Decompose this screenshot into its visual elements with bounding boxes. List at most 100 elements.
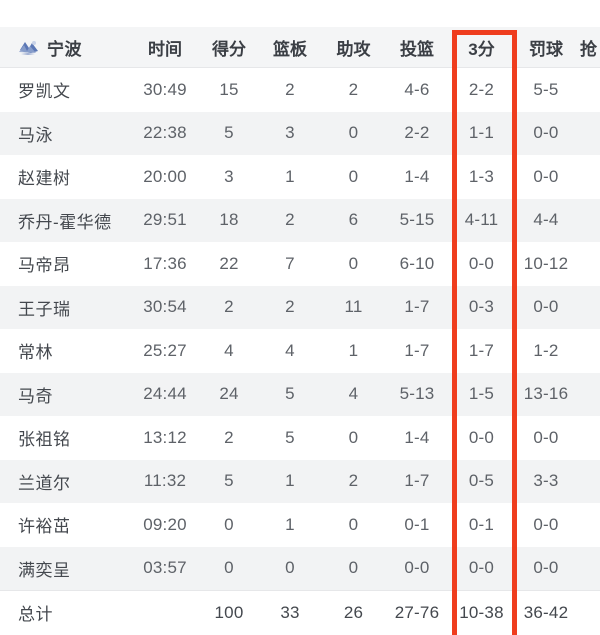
stat-rebounds: 1 <box>258 459 322 503</box>
stat-steals <box>578 285 600 329</box>
table-row[interactable]: 许裕茁 09:20 0 1 0 0-1 0-1 0-0 <box>0 503 600 547</box>
stat-fieldgoals: 1-7 <box>385 285 449 329</box>
stat-rebounds: 5 <box>258 416 322 460</box>
stat-assists: 2 <box>322 459 385 503</box>
stat-assists: 6 <box>322 198 385 242</box>
stat-minutes: 30:49 <box>130 67 200 112</box>
player-stats-table: 宁波 时间 得分 篮板 助攻 投篮 3分 罚球 抢 罗凯文 30:49 <box>0 27 600 635</box>
table-row[interactable]: 王子瑞 30:54 2 2 11 1-7 0-3 0-0 <box>0 285 600 329</box>
stat-steals <box>578 372 600 416</box>
player-name: 许裕茁 <box>0 503 130 547</box>
stat-threepointers: 0-0 <box>449 416 514 460</box>
stat-fieldgoals: 1-7 <box>385 459 449 503</box>
stat-freethrows: 13-16 <box>514 372 578 416</box>
table-row[interactable]: 马奇 24:44 24 5 4 5-13 1-5 13-16 <box>0 372 600 416</box>
stat-minutes: 20:00 <box>130 155 200 199</box>
stat-points: 2 <box>200 416 258 460</box>
stat-assists: 2 <box>322 67 385 112</box>
stat-steals <box>578 111 600 155</box>
column-header-team[interactable]: 宁波 <box>0 27 130 68</box>
stat-rebounds: 1 <box>258 155 322 199</box>
player-name: 马奇 <box>0 372 130 416</box>
table-row[interactable]: 常林 25:27 4 4 1 1-7 1-7 1-2 <box>0 329 600 373</box>
total-minutes <box>130 590 200 635</box>
stat-freethrows: 0-0 <box>514 155 578 199</box>
stat-points: 4 <box>200 329 258 373</box>
stat-steals <box>578 242 600 286</box>
totals-row: 总计 100 33 26 27-76 10-38 36-42 <box>0 590 600 635</box>
stat-freethrows: 4-4 <box>514 198 578 242</box>
column-header-minutes[interactable]: 时间 <box>130 27 200 68</box>
stat-points: 0 <box>200 503 258 547</box>
stat-assists: 0 <box>322 242 385 286</box>
stat-steals <box>578 416 600 460</box>
column-header-points[interactable]: 得分 <box>200 27 258 68</box>
stat-freethrows: 0-0 <box>514 416 578 460</box>
column-header-assists[interactable]: 助攻 <box>322 27 385 68</box>
column-header-steals[interactable]: 抢 <box>578 27 600 68</box>
stat-rebounds: 7 <box>258 242 322 286</box>
table-row[interactable]: 乔丹-霍华德 29:51 18 2 6 5-15 4-11 4-4 <box>0 198 600 242</box>
player-name: 王子瑞 <box>0 285 130 329</box>
stat-assists: 0 <box>322 503 385 547</box>
stat-assists: 0 <box>322 416 385 460</box>
stat-freethrows: 0-0 <box>514 503 578 547</box>
stat-points: 2 <box>200 285 258 329</box>
stat-rebounds: 3 <box>258 111 322 155</box>
column-header-rebounds[interactable]: 篮板 <box>258 27 322 68</box>
stat-fieldgoals: 5-13 <box>385 372 449 416</box>
total-rebounds: 33 <box>258 590 322 635</box>
boxscore-table-container: 宁波 时间 得分 篮板 助攻 投篮 3分 罚球 抢 罗凯文 30:49 <box>0 27 600 635</box>
stat-steals <box>578 459 600 503</box>
stat-rebounds: 2 <box>258 198 322 242</box>
stat-minutes: 11:32 <box>130 459 200 503</box>
stat-rebounds: 2 <box>258 67 322 112</box>
stat-rebounds: 0 <box>258 546 322 591</box>
stat-points: 3 <box>200 155 258 199</box>
column-header-freethrows[interactable]: 罚球 <box>514 27 578 68</box>
stat-threepointers: 1-1 <box>449 111 514 155</box>
column-header-fieldgoals[interactable]: 投篮 <box>385 27 449 68</box>
stat-fieldgoals: 0-1 <box>385 503 449 547</box>
table-row[interactable]: 赵建树 20:00 3 1 0 1-4 1-3 0-0 <box>0 155 600 199</box>
table-row[interactable]: 张祖铭 13:12 2 5 0 1-4 0-0 0-0 <box>0 416 600 460</box>
table-row[interactable]: 马泳 22:38 5 3 0 2-2 1-1 0-0 <box>0 111 600 155</box>
player-name: 满奕呈 <box>0 546 130 591</box>
stat-threepointers: 4-11 <box>449 198 514 242</box>
stat-points: 22 <box>200 242 258 286</box>
header-row: 宁波 时间 得分 篮板 助攻 投篮 3分 罚球 抢 <box>0 27 600 68</box>
stat-threepointers: 1-3 <box>449 155 514 199</box>
player-name: 张祖铭 <box>0 416 130 460</box>
table-body: 罗凯文 30:49 15 2 2 4-6 2-2 5-5 马泳 22:38 5 … <box>0 67 600 635</box>
stat-rebounds: 2 <box>258 285 322 329</box>
stat-minutes: 25:27 <box>130 329 200 373</box>
column-header-threepointers[interactable]: 3分 <box>449 27 514 68</box>
stat-minutes: 24:44 <box>130 372 200 416</box>
stat-points: 5 <box>200 459 258 503</box>
table-row[interactable]: 兰道尔 11:32 5 1 2 1-7 0-5 3-3 <box>0 459 600 503</box>
total-assists: 26 <box>322 590 385 635</box>
stat-minutes: 09:20 <box>130 503 200 547</box>
stat-steals <box>578 546 600 591</box>
player-name: 赵建树 <box>0 155 130 199</box>
stat-fieldgoals: 0-0 <box>385 546 449 591</box>
player-name: 马泳 <box>0 111 130 155</box>
stat-threepointers: 1-5 <box>449 372 514 416</box>
stat-minutes: 29:51 <box>130 198 200 242</box>
stat-threepointers: 0-0 <box>449 546 514 591</box>
stat-steals <box>578 198 600 242</box>
player-name: 马帝昂 <box>0 242 130 286</box>
stat-threepointers: 0-5 <box>449 459 514 503</box>
stat-minutes: 13:12 <box>130 416 200 460</box>
table-header: 宁波 时间 得分 篮板 助攻 投篮 3分 罚球 抢 <box>0 27 600 68</box>
player-name: 兰道尔 <box>0 459 130 503</box>
table-row[interactable]: 满奕呈 03:57 0 0 0 0-0 0-0 0-0 <box>0 546 600 591</box>
top-blank-strip <box>0 0 600 27</box>
table-row[interactable]: 马帝昂 17:36 22 7 0 6-10 0-0 10-12 <box>0 242 600 286</box>
total-freethrows: 36-42 <box>514 590 578 635</box>
table-row[interactable]: 罗凯文 30:49 15 2 2 4-6 2-2 5-5 <box>0 67 600 112</box>
stat-threepointers: 2-2 <box>449 67 514 112</box>
stat-fieldgoals: 6-10 <box>385 242 449 286</box>
stat-threepointers: 0-3 <box>449 285 514 329</box>
stat-freethrows: 10-12 <box>514 242 578 286</box>
